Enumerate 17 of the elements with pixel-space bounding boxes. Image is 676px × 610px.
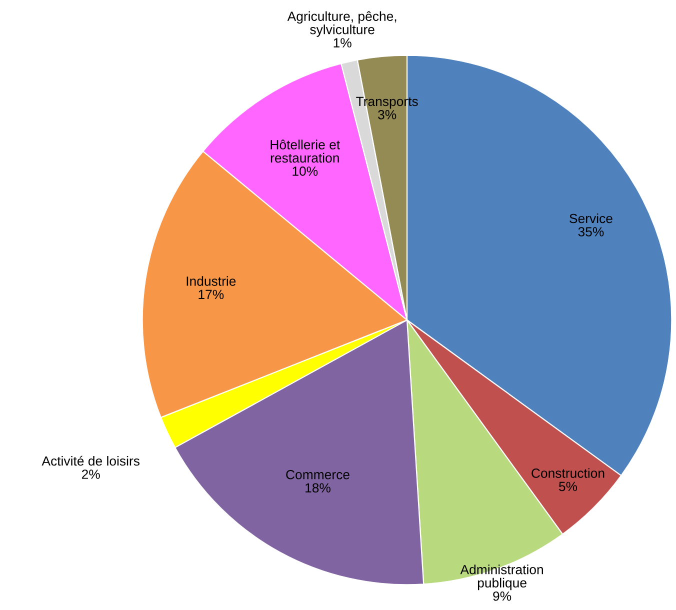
data-label: 17% [198,290,224,300]
slice-label: Administration publique [460,564,543,590]
data-label: 2% [82,470,100,479]
slice-label: Activité de loisirs [42,456,140,466]
data-label: 3% [378,110,396,120]
slice-label: Construction [532,468,604,478]
slice-label: Agriculture, pêche, sylviculture [287,11,396,37]
data-label: 5% [558,482,578,492]
slice-label: Service [570,213,612,224]
data-label: 35% [578,227,604,236]
data-label: 9% [493,591,512,601]
slice-label: Commerce [286,470,350,480]
data-label: 10% [292,166,318,176]
data-label: 18% [306,483,330,493]
slice-label: Hôtellerie et restauration [270,140,340,163]
data-label: 1% [334,38,352,48]
slice-label: Industrie [186,276,236,286]
